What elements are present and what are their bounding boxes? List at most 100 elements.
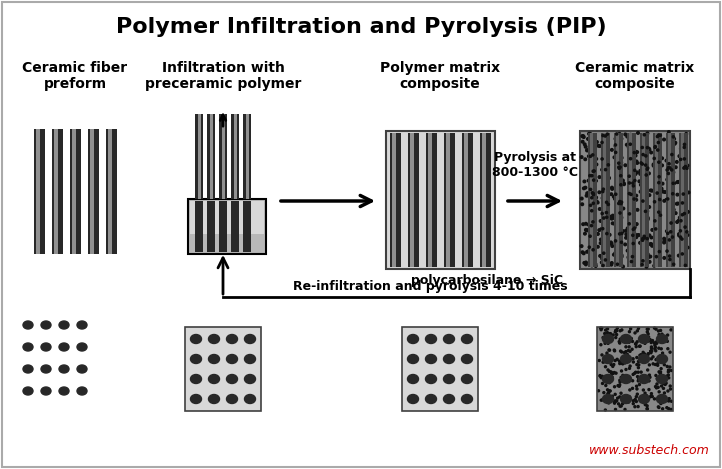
Bar <box>410 133 414 267</box>
Circle shape <box>666 334 669 336</box>
Ellipse shape <box>425 375 437 384</box>
Circle shape <box>581 140 584 143</box>
Bar <box>207 114 215 199</box>
Circle shape <box>604 209 607 211</box>
Circle shape <box>643 389 644 391</box>
Circle shape <box>686 164 689 167</box>
Circle shape <box>611 372 612 374</box>
Circle shape <box>581 203 583 205</box>
Circle shape <box>603 378 605 380</box>
Circle shape <box>628 223 630 225</box>
Circle shape <box>622 207 625 210</box>
Circle shape <box>637 132 639 134</box>
Bar <box>407 133 419 267</box>
Circle shape <box>583 262 586 264</box>
Circle shape <box>584 158 586 160</box>
Circle shape <box>643 235 645 237</box>
Bar <box>446 133 450 267</box>
Circle shape <box>656 342 658 344</box>
Circle shape <box>669 231 672 233</box>
Ellipse shape <box>461 375 472 384</box>
Circle shape <box>661 182 664 185</box>
Circle shape <box>651 244 653 247</box>
Circle shape <box>593 246 596 249</box>
Circle shape <box>639 345 641 347</box>
Circle shape <box>614 145 617 148</box>
Circle shape <box>664 191 666 193</box>
Circle shape <box>677 202 679 205</box>
Circle shape <box>687 211 690 213</box>
Circle shape <box>656 378 658 379</box>
Circle shape <box>625 369 627 371</box>
Circle shape <box>622 363 623 364</box>
Circle shape <box>595 158 598 160</box>
Circle shape <box>646 132 649 135</box>
Circle shape <box>622 363 624 365</box>
Circle shape <box>652 356 654 358</box>
Circle shape <box>585 261 587 264</box>
Ellipse shape <box>461 355 472 363</box>
Circle shape <box>632 242 635 245</box>
Circle shape <box>657 406 659 408</box>
Circle shape <box>648 148 651 151</box>
Circle shape <box>624 362 626 364</box>
Circle shape <box>628 331 630 333</box>
Circle shape <box>619 135 622 137</box>
Ellipse shape <box>602 375 614 384</box>
Circle shape <box>604 136 606 138</box>
Circle shape <box>676 161 678 163</box>
Circle shape <box>606 389 609 391</box>
Bar <box>443 133 455 267</box>
Circle shape <box>596 201 599 204</box>
Circle shape <box>657 364 658 366</box>
Circle shape <box>587 179 590 182</box>
Circle shape <box>682 214 684 216</box>
Circle shape <box>615 165 617 168</box>
Circle shape <box>604 259 606 261</box>
Circle shape <box>638 367 640 369</box>
Ellipse shape <box>656 375 668 384</box>
Circle shape <box>630 158 632 160</box>
Circle shape <box>652 363 654 365</box>
Circle shape <box>612 214 614 217</box>
Circle shape <box>627 396 630 398</box>
Bar <box>640 133 649 267</box>
Circle shape <box>606 352 608 354</box>
Circle shape <box>609 241 612 244</box>
Bar <box>679 133 688 267</box>
Circle shape <box>671 169 673 171</box>
Circle shape <box>685 133 687 135</box>
Circle shape <box>617 251 619 254</box>
Circle shape <box>655 194 658 197</box>
Circle shape <box>614 401 616 403</box>
Circle shape <box>605 385 606 386</box>
Circle shape <box>636 171 638 174</box>
Circle shape <box>635 343 637 345</box>
Circle shape <box>612 372 614 374</box>
Circle shape <box>654 348 656 350</box>
Circle shape <box>683 167 685 169</box>
Circle shape <box>609 349 611 351</box>
Circle shape <box>614 197 617 200</box>
Ellipse shape <box>407 334 419 343</box>
Circle shape <box>651 358 653 360</box>
Circle shape <box>648 172 651 174</box>
Circle shape <box>632 202 635 205</box>
Circle shape <box>606 245 609 248</box>
Circle shape <box>647 353 649 355</box>
Circle shape <box>654 344 656 346</box>
Circle shape <box>605 378 607 379</box>
Circle shape <box>670 329 672 331</box>
Circle shape <box>590 174 593 176</box>
Circle shape <box>665 337 666 339</box>
Circle shape <box>616 358 618 360</box>
Circle shape <box>614 193 617 195</box>
Circle shape <box>645 243 648 246</box>
Circle shape <box>591 176 593 179</box>
Circle shape <box>656 238 658 240</box>
Circle shape <box>636 162 638 164</box>
Circle shape <box>669 167 671 169</box>
Circle shape <box>607 369 609 371</box>
Circle shape <box>627 356 630 358</box>
Circle shape <box>683 146 685 149</box>
